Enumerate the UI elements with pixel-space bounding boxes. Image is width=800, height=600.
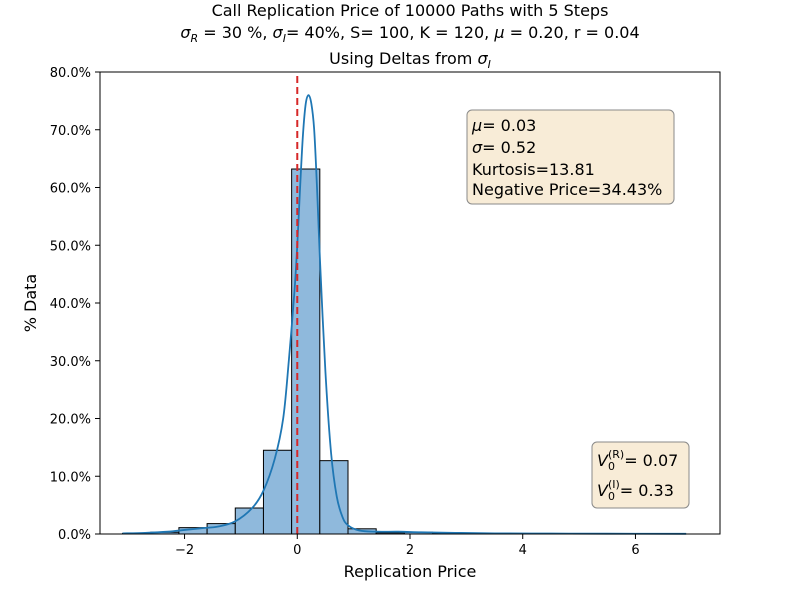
v0-i-line: V0(I)= 0.33 [597, 478, 674, 503]
x-axis-label: Replication Price [344, 562, 477, 581]
chart-title-line2: σR = 30 %, σI= 40%, S= 100, K = 120, μ =… [180, 23, 639, 45]
subtitle-text: Using Deltas from [329, 49, 477, 68]
stats-box: μ= 0.03 σ= 0.52 Kurtosis=13.81 Negative … [467, 110, 674, 204]
v0-r-line: V0(R)= 0.07 [597, 448, 678, 473]
y-axis-ticks: 0.0% 10.0% 20.0% 30.0% 40.0% 50.0% 60.0% 70.0% 8… [50, 66, 100, 543]
y-tick-label: 70.0% [50, 124, 91, 139]
v0-i-sub: 0 [608, 490, 615, 503]
title-part2: = 40%, S= 100, K = 120, [286, 23, 494, 42]
y-tick-label: 0.0% [58, 528, 91, 543]
stats-sigma-value: = 0.52 [482, 138, 536, 157]
v0-box: V0(R)= 0.07 V0(I)= 0.33 [592, 442, 689, 508]
x-tick-label: 6 [631, 543, 639, 558]
histogram-bar-6 [292, 169, 320, 534]
y-tick-label: 80.0% [50, 66, 91, 81]
v0-r-value: = 0.07 [624, 451, 678, 470]
x-tick-label: 0 [293, 543, 301, 558]
histogram-bar-5 [263, 450, 291, 534]
v0-r-sub: 0 [608, 460, 615, 473]
y-tick-label: 60.0% [50, 182, 91, 197]
y-tick-label: 30.0% [50, 355, 91, 370]
x-tick-label: −2 [175, 543, 194, 558]
chart-subtitle: Using Deltas from σI [329, 49, 491, 71]
y-axis-label: % Data [21, 274, 40, 333]
stats-negative-price: Negative Price=34.43% [472, 180, 662, 199]
title-part1: = 30 %, [198, 23, 272, 42]
v0-i-value: = 0.33 [620, 481, 674, 500]
title-part3: = 0.20, r = 0.04 [505, 23, 640, 42]
stats-mu: μ= 0.03 [471, 116, 536, 135]
stats-mu-symbol: μ [471, 116, 482, 135]
y-tick-label: 10.0% [50, 470, 91, 485]
histogram-bars [123, 169, 489, 534]
y-tick-label: 20.0% [50, 413, 91, 428]
x-tick-label: 2 [406, 543, 414, 558]
v0-r-sup: (R) [608, 448, 624, 461]
x-tick-label: 4 [519, 543, 527, 558]
y-tick-label: 50.0% [50, 239, 91, 254]
x-axis-ticks: −2 0 2 4 6 [175, 534, 640, 558]
chart-title-line1: Call Replication Price of 10000 Paths wi… [212, 1, 609, 20]
title-sub-r: R [190, 32, 198, 45]
stats-sigma: σ= 0.52 [472, 138, 536, 157]
y-tick-label: 40.0% [50, 297, 91, 312]
subtitle-sub: I [488, 58, 491, 71]
stats-mu-value: = 0.03 [482, 116, 536, 135]
stats-kurtosis: Kurtosis=13.81 [472, 160, 595, 179]
title-mu: μ [493, 23, 504, 42]
v0-i-sup: (I) [608, 478, 620, 491]
